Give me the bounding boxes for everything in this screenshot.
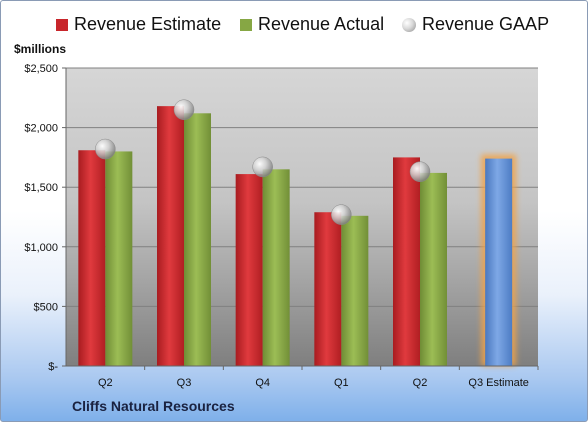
bar-actual (341, 215, 369, 366)
y-tick-label: $- (48, 361, 58, 373)
gaap-point (252, 156, 273, 178)
x-tick-label: Q4 (255, 377, 270, 389)
gaap-point (95, 138, 116, 160)
legend-label-actual: Revenue Actual (258, 14, 385, 34)
bar-actual (184, 113, 211, 367)
chart-legend: Revenue Estimate Revenue Actual Revenue … (0, 14, 588, 40)
y-tick-label: $2,500 (24, 63, 58, 75)
legend-item-actual: Revenue Actual (240, 14, 384, 35)
x-tick-label: Q2 (413, 377, 428, 389)
y-tick-label: $500 (34, 301, 58, 313)
gaap-point (409, 161, 431, 182)
x-tick-label: Q2 (98, 377, 113, 389)
gaap-point (173, 99, 195, 120)
legend-swatch-actual (240, 18, 252, 31)
bar-estimate (314, 212, 342, 366)
legend-item-gaap: Revenue GAAP (402, 14, 549, 35)
company-name: Cliffs Natural Resources (72, 398, 235, 414)
bar-estimate-forecast (485, 158, 513, 366)
x-tick-label: Q3 Estimate (468, 377, 529, 389)
legend-item-estimate: Revenue Estimate (56, 14, 221, 35)
bar-actual (105, 151, 133, 366)
bar-estimate (78, 150, 106, 366)
x-tick-label: Q1 (334, 377, 349, 389)
bar-estimate (393, 157, 420, 366)
legend-label-gaap: Revenue GAAP (422, 14, 550, 34)
bar-actual (420, 172, 447, 366)
legend-label-estimate: Revenue Estimate (74, 14, 222, 34)
y-tick-label: $2,000 (24, 123, 58, 135)
bar-estimate (235, 174, 263, 366)
plot-area-background (66, 68, 538, 366)
y-tick-label: $1,500 (24, 182, 58, 194)
gaap-point (331, 204, 352, 225)
legend-marker-gaap (402, 17, 416, 32)
legend-swatch-estimate (56, 18, 68, 31)
bar-actual (262, 169, 290, 366)
y-tick-label: $1,000 (24, 242, 58, 254)
y-axis-unit-label: $millions (14, 42, 67, 56)
x-tick-label: Q3 (177, 377, 192, 389)
bar-estimate (157, 106, 184, 367)
